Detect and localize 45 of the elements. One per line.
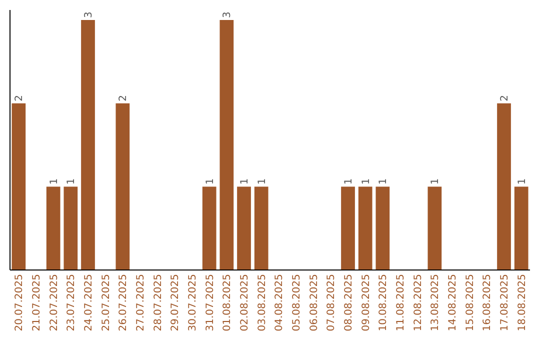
x-tick-label: 18.08.2025 [516,274,528,332]
data-label: 1 [430,178,442,185]
data-label: 1 [240,178,250,185]
data-label: 1 [48,178,60,185]
x-tick-label: 04.08.2025 [274,274,286,332]
x-tick-label: 12.08.2025 [412,274,424,332]
x-tick-label: 14.08.2025 [448,274,458,332]
x-tick-label: 15.08.2025 [464,274,476,332]
x-tick-label: 01.08.2025 [222,274,234,332]
x-tick-label: 30.07.2025 [188,274,198,332]
x-tick-label: 22.07.2025 [48,274,60,332]
x-tick-label: 09.08.2025 [360,274,372,332]
data-label: 1 [256,178,268,185]
data-label: 3 [84,12,94,18]
x-tick-label: 21.07.2025 [32,274,42,332]
data-label: 3 [222,12,234,18]
x-tick-label: 20.07.2025 [14,274,26,332]
x-tick-label: 29.07.2025 [170,274,182,332]
data-label: 2 [118,94,130,102]
x-tick-label: 03.08.2025 [256,274,268,332]
x-tick-label: 10.08.2025 [378,274,390,332]
data-label: 1 [66,178,78,185]
x-tick-label: 31.07.2025 [204,274,216,332]
x-tick-label: 08.08.2025 [344,274,354,332]
x-tick-label: 13.08.2025 [430,274,442,332]
data-label: 1 [360,178,372,185]
x-tick-label: 28.07.2025 [152,274,164,332]
data-label: 2 [14,94,26,102]
data-label: 1 [204,178,216,185]
x-tick-label: 06.08.2025 [308,274,320,332]
x-tick-label: 05.08.2025 [292,274,302,332]
x-tick-label: 07.08.2025 [326,274,338,332]
x-tick-label: 24.07.2025 [84,274,94,332]
x-tick-label: 27.07.2025 [136,274,146,332]
x-tick-label: 25.07.2025 [100,274,112,332]
data-label: 1 [344,178,354,185]
x-tick-label: 23.07.2025 [66,274,78,332]
data-label: 1 [516,178,528,185]
x-tick-label: 02.08.2025 [240,274,250,332]
x-tick-label: 11.08.2025 [396,274,406,332]
data-label: 1 [378,178,390,185]
data-label: 2 [500,94,510,102]
x-tick-label: 26.07.2025 [118,274,130,332]
x-tick-label: 17.08.2025 [500,274,510,332]
x-tick-label: 16.08.2025 [482,274,494,332]
